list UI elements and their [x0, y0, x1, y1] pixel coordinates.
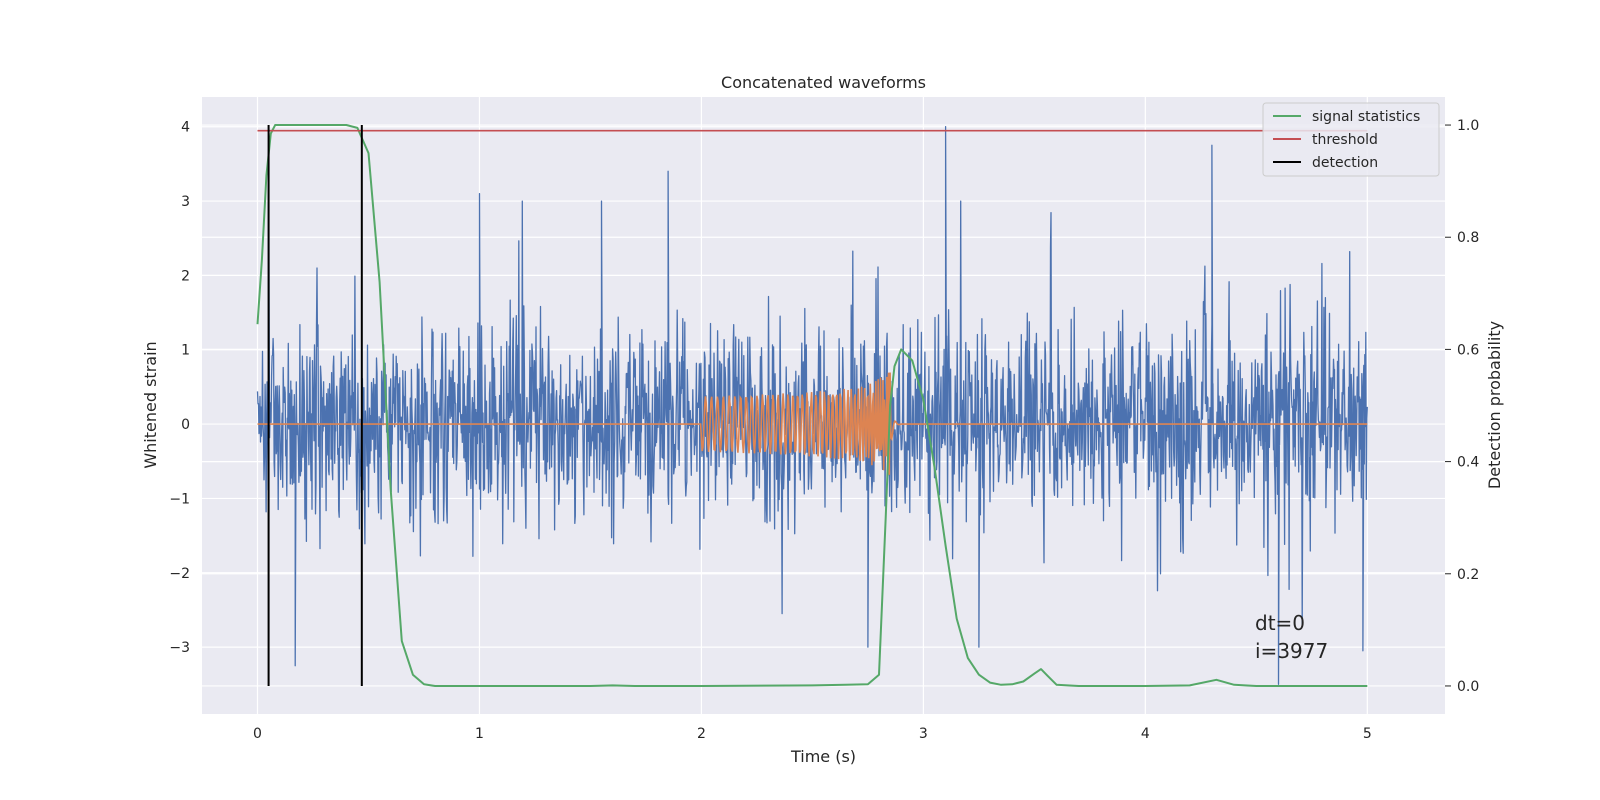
legend-box: [1262, 102, 1440, 177]
y-left-tick-label: 3: [181, 194, 190, 210]
ticks: 0 1 2 3 4 5 −3 −2 −1 0 1 2 3 4 0.0 0.2 0.4 0.6 0.8 1.0: [169, 118, 1479, 742]
x-tick-label: 3: [919, 726, 928, 742]
x-tick-label: 4: [1141, 726, 1150, 742]
y-left-tick-label: 0: [181, 417, 190, 433]
signal-statistics-line: [256, 124, 1368, 687]
legend: signal statistics threshold detection: [1262, 102, 1440, 177]
y-left-axis-label: Whitened strain: [141, 341, 160, 468]
x-tick-label: 0: [253, 726, 262, 742]
series-layer: [256, 124, 1368, 687]
legend-label-detection: detection: [1312, 155, 1378, 171]
y-right-tick-label: 0.8: [1457, 230, 1479, 246]
chirp-waveform-line: [257, 372, 1368, 476]
y-left-tick-label: −1: [169, 491, 190, 507]
y-right-tick-label: 0.4: [1457, 455, 1479, 471]
x-tick-label: 1: [475, 726, 484, 742]
y-right-tick-label: 1.0: [1457, 118, 1479, 134]
annotation-dt: dt=0: [1255, 611, 1305, 635]
y-left-tick-label: 2: [181, 268, 190, 284]
legend-label-signal-statistics: signal statistics: [1312, 109, 1420, 125]
annotation-i: i=3977: [1255, 639, 1328, 663]
y-right-tick-label: 0.0: [1457, 679, 1479, 695]
x-tick-label: 2: [697, 726, 706, 742]
y-left-tick-label: −2: [169, 566, 190, 582]
x-axis-label: Time (s): [790, 747, 856, 766]
chart-title: Concatenated waveforms: [721, 73, 926, 92]
legend-label-threshold: threshold: [1312, 132, 1378, 148]
y-left-tick-label: 4: [181, 120, 190, 136]
y-left-tick-label: −3: [169, 640, 190, 656]
y-right-tick-label: 0.6: [1457, 342, 1479, 358]
y-left-tick-label: 1: [181, 343, 190, 359]
x-tick-label: 5: [1363, 726, 1372, 742]
y-right-axis-label: Detection probability: [1485, 321, 1504, 489]
y-right-tick-label: 0.2: [1457, 567, 1479, 583]
